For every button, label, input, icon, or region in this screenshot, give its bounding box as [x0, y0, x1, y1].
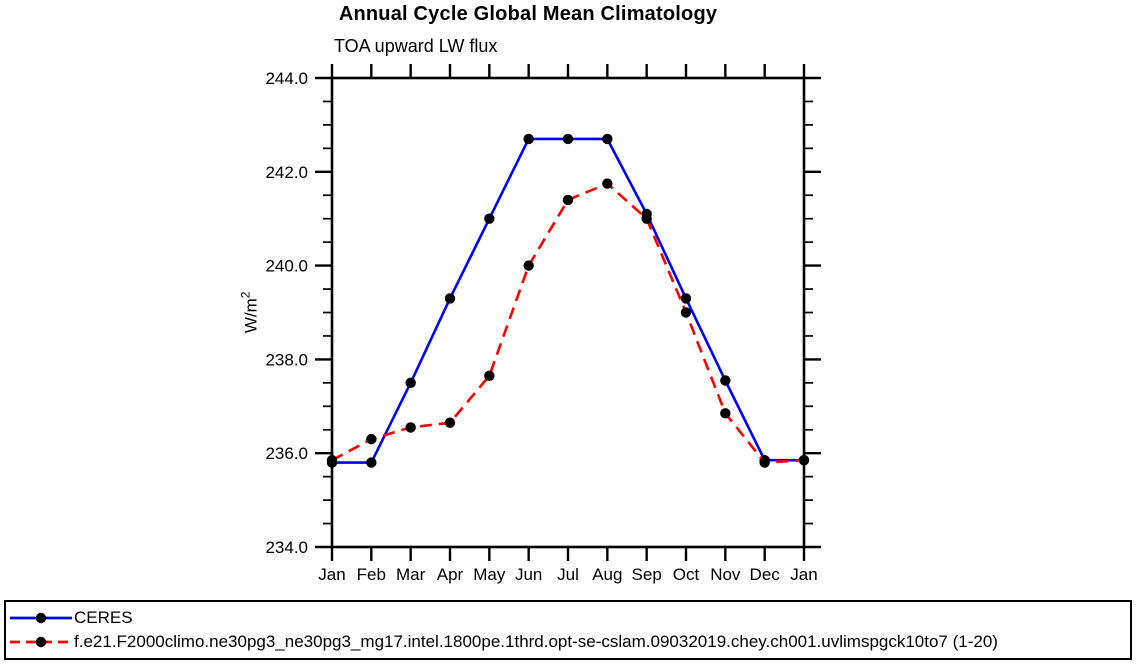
y-tick-label: 236.0 — [265, 444, 308, 463]
x-tick-label: Dec — [750, 565, 781, 584]
model-marker — [641, 213, 652, 224]
legend-rows: CERES f.e21.F2000climo.ne30pg3_ne30pg3_mg… — [6, 606, 1130, 654]
x-tick-label: Jan — [318, 565, 345, 584]
y-tick-label: 238.0 — [265, 350, 308, 369]
ceres-marker — [366, 457, 377, 468]
y-axis-label: W/m2 — [238, 291, 261, 334]
ceres-marker — [444, 293, 456, 304]
ylabel-superscript: 2 — [238, 291, 253, 299]
legend-label-model: f.e21.F2000climo.ne30pg3_ne30pg3_mg17.in… — [74, 632, 998, 651]
model-marker — [405, 422, 416, 433]
chart-title: Annual Cycle Global Mean Climatology — [338, 3, 718, 25]
legend-item-model: f.e21.F2000climo.ne30pg3_ne30pg3_mg17.in… — [10, 630, 1130, 654]
ceres-marker — [720, 375, 731, 386]
legend-box: CERES f.e21.F2000climo.ne30pg3_ne30pg3_mg… — [4, 600, 1132, 660]
x-tick-label: May — [473, 565, 506, 584]
plot-svg: 234.0 236.0 238.0 240.0 242.0 244.0 Jan Feb Mar A… — [265, 64, 821, 584]
model-marker — [523, 260, 534, 271]
model-marker — [484, 370, 495, 382]
model-line — [331, 182, 805, 464]
ceres-marker — [484, 213, 495, 224]
y-tick-label: 244.0 — [265, 69, 308, 88]
x-tick-label: Jun — [515, 565, 542, 584]
y-tick-label: 242.0 — [265, 163, 308, 182]
model-marker — [366, 433, 377, 445]
plot-area-border — [330, 76, 806, 549]
ceres-marker — [405, 377, 416, 389]
model-legend-sample — [10, 636, 72, 648]
model-marker — [602, 178, 613, 189]
ceres-marker — [523, 133, 534, 145]
ceres-legend-sample — [10, 612, 72, 624]
model-marker — [326, 455, 338, 466]
model-marker — [798, 455, 810, 466]
chart-subtitle: TOA upward LW flux — [334, 36, 498, 56]
x-tick-label: Jul — [557, 565, 579, 584]
model-marker — [759, 457, 770, 468]
x-tick-label: Jan — [790, 565, 817, 584]
x-tick-label: Mar — [396, 565, 426, 584]
y-tick-label: 240.0 — [265, 257, 308, 276]
ceres-marker — [562, 133, 574, 145]
model-marker — [720, 408, 731, 419]
model-marker — [562, 194, 574, 206]
x-tick-label: Aug — [592, 565, 622, 584]
x-tick-label: Nov — [710, 565, 741, 584]
y-tick-label: 234.0 — [265, 538, 308, 557]
x-tick-label: Apr — [437, 565, 464, 584]
x-tick-label: Feb — [357, 565, 386, 584]
legend-item-ceres: CERES — [10, 606, 1130, 630]
ceres-marker — [602, 133, 613, 145]
x-tick-label: Sep — [632, 565, 662, 584]
ceres-marker — [680, 293, 692, 304]
model-marker — [680, 307, 692, 318]
legend-label-ceres: CERES — [74, 608, 133, 627]
x-tick-label: Oct — [673, 565, 700, 584]
model-marker — [444, 417, 456, 428]
ceres-line — [332, 137, 804, 464]
